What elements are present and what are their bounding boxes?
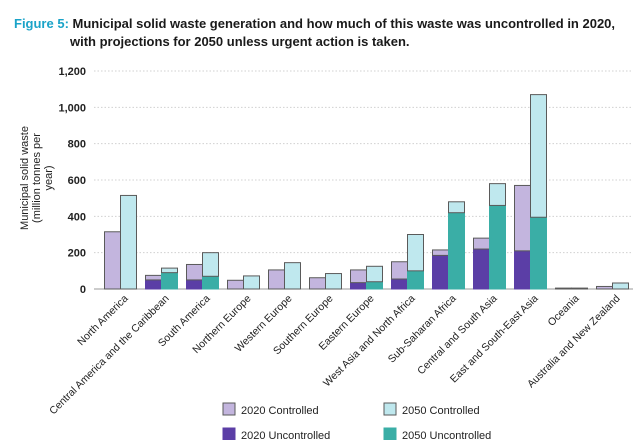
bar-segment (596, 285, 613, 290)
bar-segment (145, 279, 162, 290)
bar-segment (284, 262, 301, 290)
bar-segment (325, 273, 342, 290)
y-axis: 0 200 400 600 800 1,000 1,200 Municipal solid w… (19, 66, 86, 296)
bar-segment (186, 279, 203, 290)
bar-segment (432, 254, 449, 290)
bar-segment (489, 204, 506, 290)
bar-segment (161, 267, 178, 274)
y-axis-title-line: Municipal solid waste (19, 126, 31, 230)
bar-segment (391, 261, 408, 280)
y-axis-title: Municipal solid waste(million tonnes per… (19, 126, 55, 230)
legend-swatch (222, 402, 236, 416)
bar-segment (366, 281, 383, 290)
bar-segment (407, 270, 424, 290)
bar-segment (489, 183, 506, 206)
bar-segment (268, 269, 285, 290)
y-tick-label: 600 (68, 175, 86, 187)
bar-segment (407, 234, 424, 272)
bar-segment (243, 275, 260, 290)
bars (104, 94, 629, 290)
bar-segment (145, 274, 162, 281)
bar-segment (120, 194, 137, 290)
y-axis-title-line: (million tonnes per (31, 133, 43, 223)
bar-segment (448, 201, 465, 214)
bar-segment (530, 216, 547, 290)
bar-segment (391, 278, 408, 290)
legend-swatch (383, 427, 397, 440)
bar-segment (350, 282, 367, 290)
legend-swatch (383, 402, 397, 416)
bar-segment (432, 249, 449, 256)
x-tick-label: East and South-East Asia (448, 293, 541, 386)
bar-segment (514, 184, 531, 252)
legend-swatch (222, 427, 236, 440)
bar-segment (202, 275, 219, 290)
y-axis-title-line: year) (43, 165, 55, 190)
y-tick-label: 1,200 (58, 66, 86, 78)
y-tick-label: 200 (68, 248, 86, 260)
x-tick-label: Central and South Asia (415, 293, 500, 378)
bar-segment (227, 279, 244, 290)
legend-label: 2050 Controlled (402, 405, 480, 417)
bar-segment (366, 265, 383, 283)
x-tick-label: Sub-Saharan Africa (386, 293, 459, 366)
legend-label: 2020 Uncontrolled (241, 430, 330, 440)
title-line-2: with projections for 2050 unless urgent … (70, 34, 410, 49)
bar-segment (555, 287, 572, 290)
y-tick-label: 1,000 (58, 102, 86, 114)
bar-segment (473, 248, 490, 290)
bar-segment (530, 94, 547, 218)
legend: 2020 Controlled 2050 Controlled 2020 Uncon… (222, 402, 491, 440)
gridlines (94, 70, 633, 290)
bar-segment (202, 252, 219, 277)
bar-segment (309, 277, 326, 290)
legend-label: 2020 Controlled (241, 405, 319, 417)
y-tick-label: 400 (68, 211, 86, 223)
title-line-1: Municipal solid waste generation and how… (72, 16, 616, 31)
bar-segment (186, 263, 203, 281)
y-tick-label: 0 (80, 284, 86, 296)
bar-segment (161, 272, 178, 290)
x-tick-label: Oceania (545, 293, 581, 329)
bar-segment (571, 287, 588, 290)
bar-segment (612, 282, 629, 290)
bar-segment (104, 231, 121, 290)
bar-segment (448, 212, 465, 290)
bar-segment (350, 269, 367, 284)
bar-segment (473, 237, 490, 250)
chart-title: Figure 5: Municipal solid waste generati… (14, 15, 624, 51)
legend-label: 2050 Uncontrolled (402, 430, 491, 440)
y-tick-label: 800 (68, 139, 86, 151)
figure-label: Figure 5: (14, 16, 69, 31)
bar-segment (514, 250, 531, 290)
